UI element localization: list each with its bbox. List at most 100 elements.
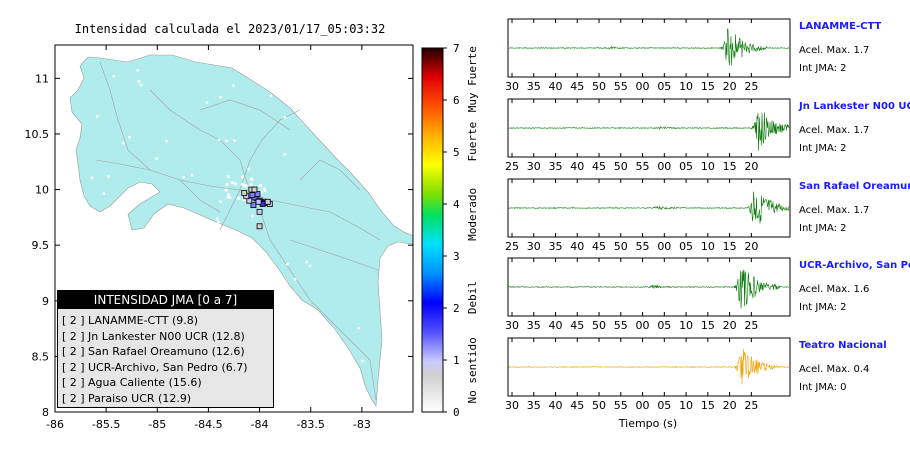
town-marker (226, 175, 230, 179)
town-marker (262, 187, 266, 191)
town-marker (102, 192, 106, 196)
panel-station-name: Teatro Nacional (799, 340, 887, 351)
seismogram-panel: 25 30 35 40 45 50 55 00 05 10 15 20 (505, 178, 791, 253)
panel-x-tick-label: 50 (592, 399, 606, 412)
panel-x-tick-label: 35 (549, 160, 563, 173)
town-marker (150, 186, 154, 190)
panel-x-tick-label: 25 (505, 160, 519, 173)
panel-x-tick-label: 45 (570, 399, 584, 412)
panel-x-tick-label: 40 (549, 399, 563, 412)
town-marker (136, 68, 140, 72)
waveform-trace (508, 269, 790, 309)
panel-x-tick-label: 20 (744, 240, 758, 253)
legend-row: [ 2 ] LANAMME-CTT (9.8) (58, 313, 273, 329)
panel-x-tick-label: 35 (527, 80, 541, 93)
panel-x-tick-label: 10 (679, 319, 693, 332)
station-marker (241, 190, 248, 196)
panel-x-tick-label: 55 (636, 160, 650, 173)
time-axis-label: Tiempo (s) (618, 417, 677, 430)
panel-station-name: LANAMME-CTT (799, 21, 882, 32)
colorbar-tick-label: 3 (453, 250, 460, 263)
map-y-tick-label: 10.5 (25, 128, 50, 141)
station-marker (246, 197, 253, 204)
panel-x-tick-label: 25 (744, 399, 758, 412)
panel-acel-max: Acel. Max. 1.7 (799, 205, 870, 216)
legend-row: [ 2 ] San Rafael Oreamuno (12.6) (58, 344, 273, 360)
panel-x-tick-label: 25 (744, 80, 758, 93)
town-marker (317, 109, 321, 113)
town-marker (365, 166, 369, 169)
panel-x-tick-label: 55 (614, 399, 628, 412)
waveform-trace (508, 348, 790, 385)
legend-row-label: Jn Lankester N00 UCR (12.8) (88, 329, 245, 343)
costa-rica-land (69, 54, 414, 407)
town-marker (190, 173, 194, 177)
panel-x-tick-label: 00 (636, 399, 650, 412)
town-marker (233, 139, 236, 142)
panel-station-name: San Rafael Oreamuno (799, 181, 910, 192)
panel-x-tick-label: 25 (744, 319, 758, 332)
town-markers (90, 68, 369, 369)
town-marker (337, 359, 341, 362)
town-marker (249, 183, 253, 187)
town-marker (243, 184, 247, 188)
map-x-tick-label: -83 (353, 418, 371, 431)
colorbar-tick-label: 6 (453, 94, 460, 107)
colorbar-tick-label: 5 (453, 146, 460, 159)
legend-row-label: Agua Caliente (15.6) (88, 376, 202, 389)
town-marker (241, 175, 245, 179)
station-marker (256, 223, 263, 230)
colorbar-tick-label: 1 (453, 354, 460, 367)
panel-x-tick-label: 35 (527, 319, 541, 332)
colorbar-tick-label: 0 (453, 406, 460, 419)
panel-x-tick-label: 20 (744, 160, 758, 173)
legend-row: [ 2 ] Paraiso UCR (12.9) (58, 391, 273, 407)
colorbar-category-label: Debil (466, 281, 479, 314)
town-marker (247, 167, 251, 171)
panel-x-tick-label: 00 (657, 240, 671, 253)
station-marker (264, 198, 271, 205)
panel-x-tick-label: 30 (527, 240, 541, 253)
panel-x-tick-label: 30 (505, 80, 519, 93)
town-marker (227, 192, 231, 196)
panel-x-tick-label: 05 (657, 80, 671, 93)
colorbar-categories: No sentido Debil Moderado Fuerte Muy Fuerte (466, 46, 479, 403)
panel-x-tick-label: 15 (701, 80, 715, 93)
panel-x-tick-label: 00 (636, 80, 650, 93)
town-marker (365, 125, 369, 129)
panel-x-tick-label: 10 (701, 160, 715, 173)
town-marker (224, 188, 228, 192)
town-marker (279, 91, 283, 95)
panel-x-tick-label: 30 (505, 319, 519, 332)
panel-acel-max: Acel. Max. 1.6 (799, 284, 870, 295)
town-marker (128, 135, 131, 139)
town-marker (90, 176, 94, 180)
seismogram-panels: 30 35 40 45 50 55 00 05 10 15 20 25 25 30 35 40 45 50 55 00… (505, 18, 791, 412)
panel-x-tick-label: 55 (614, 80, 628, 93)
waveform-trace (508, 112, 790, 151)
intensity-legend: INTENSIDAD JMA [0 a 7] [ 2 ] LANAMME-CTT … (57, 290, 274, 408)
station-marker (250, 202, 257, 209)
colorbar: 0 1 2 3 4 5 6 7 No sentido Debil Moderado Fuerte Mu… (421, 42, 479, 419)
panel-x-tick-label: 45 (570, 80, 584, 93)
town-marker (269, 94, 273, 98)
panel-x-tick-label: 40 (549, 319, 563, 332)
town-marker (287, 289, 291, 293)
legend-row: [ 2 ] Jn Lankester N00 UCR (12.8) (58, 329, 273, 345)
colorbar-category-label: Muy Fuerte (466, 46, 479, 112)
panel-x-tick-label: 30 (505, 399, 519, 412)
panel-x-tick-label: 15 (723, 240, 737, 253)
colorbar-category-label: Fuerte (466, 122, 479, 162)
town-marker (280, 329, 283, 333)
legend-row-label: San Rafael Oreamuno (12.6) (88, 345, 245, 358)
panel-x-tick-label: 25 (505, 240, 519, 253)
town-marker (231, 84, 235, 88)
colorbar-category-label: Moderado (466, 188, 479, 241)
town-marker (219, 200, 223, 204)
legend-row-level: [ 2 ] (62, 345, 85, 358)
legend-row-level: [ 2 ] (62, 314, 85, 327)
map-y-tick-label: 9.5 (32, 239, 50, 252)
panel-acel-max: Acel. Max. 0.4 (799, 364, 870, 375)
station-marker (251, 186, 258, 193)
